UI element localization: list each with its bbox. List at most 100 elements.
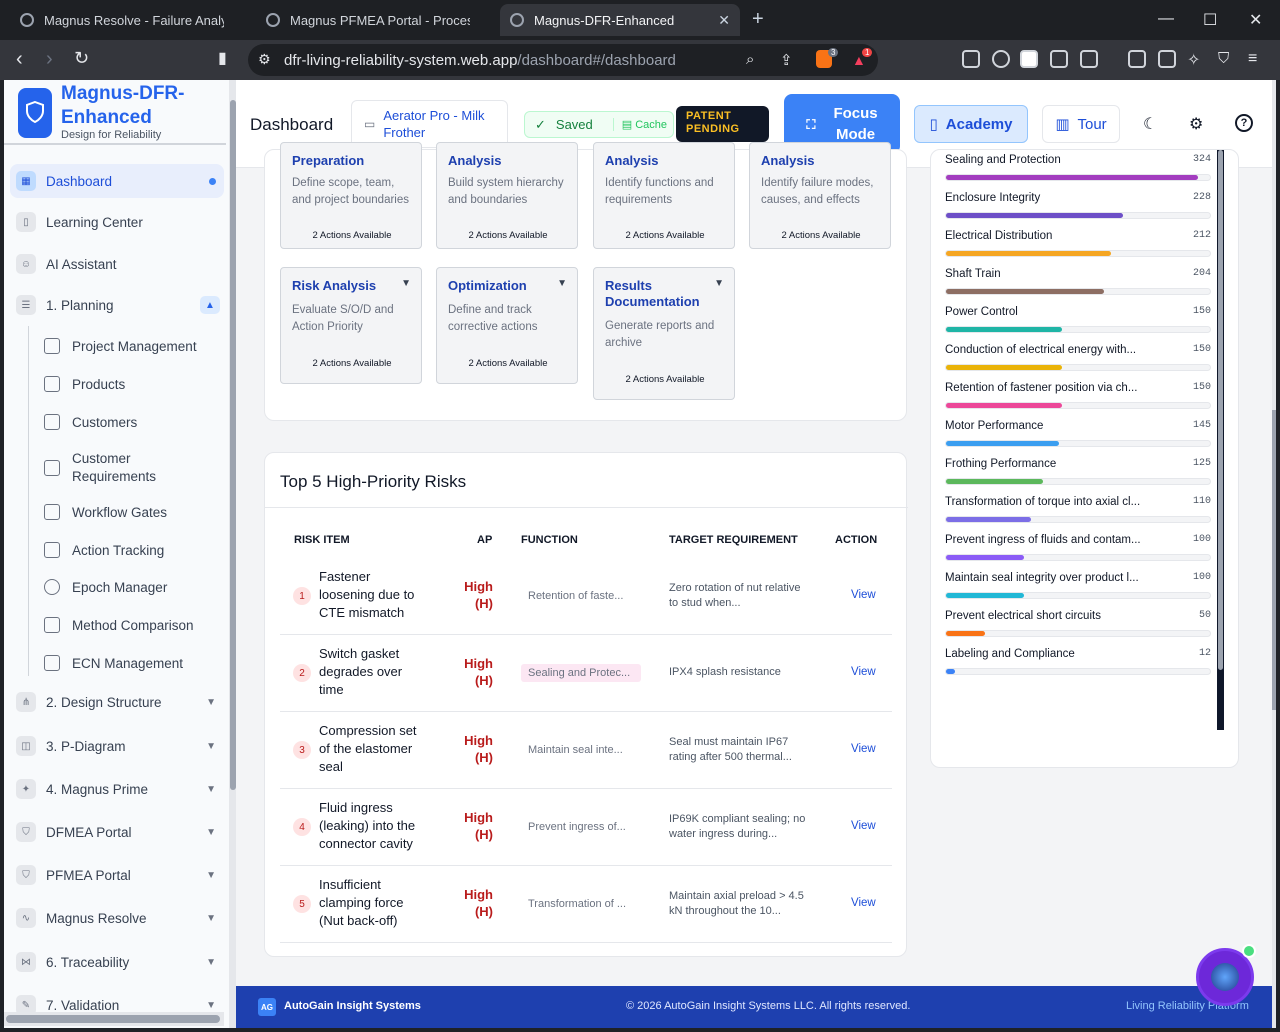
maximize-button[interactable]: ☐ [1203,12,1218,29]
nav-learning-center[interactable]: ▯ Learning Center [10,205,224,239]
chevron-down-icon[interactable]: ▼ [206,869,216,881]
nav-workflow-gates[interactable]: Workflow Gates [44,504,224,520]
risk-row[interactable]: 3 Compression set of the elastomer seal … [280,712,892,789]
chevron-down-icon[interactable]: ▼ [401,278,411,289]
browser-tab-3[interactable]: Magnus-DFR-Enhanced ✕ [500,4,740,36]
forward-button[interactable]: › [46,48,53,70]
function-bar-row[interactable]: Labeling and Compliance 12 [945,648,1211,675]
sidebar-icon[interactable] [1128,50,1146,68]
chart-scrollbar[interactable] [1217,150,1224,730]
nav-dfmea-portal[interactable]: ⛉ DFMEA Portal ▼ [10,815,224,849]
view-link[interactable]: View [851,589,876,601]
phase-card-results-documentation[interactable]: Results Documentation ▼ Generate reports… [593,267,735,400]
nav-ai-assistant[interactable]: ☺ AI Assistant [10,247,224,281]
nav-products[interactable]: Products [44,376,224,392]
wallet-icon[interactable] [1158,50,1176,68]
function-bar-row[interactable]: Motor Performance 145 [945,420,1211,447]
nav-action-tracking[interactable]: Action Tracking [44,542,224,558]
nav-ecn-management[interactable]: ECN Management [44,655,224,671]
nav-design-structure[interactable]: ⋔ 2. Design Structure ▼ [10,685,224,719]
function-bar-row[interactable]: Prevent electrical short circuits 50 [945,610,1211,637]
site-info-icon[interactable]: ⚙ [258,51,271,67]
minimize-button[interactable]: — [1158,10,1174,27]
phase-card-optimization[interactable]: Optimization ▼ Define and track correcti… [436,267,578,384]
chevron-down-icon[interactable]: ▼ [206,826,216,838]
risk-row[interactable]: 2 Switch gasket degrades over time High … [280,635,892,712]
nav-p-diagram[interactable]: ◫ 3. P-Diagram ▼ [10,729,224,763]
nav-planning[interactable]: ☰ 1. Planning ▲ [10,288,224,322]
tour-button[interactable]: ▥ Tour [1042,105,1120,143]
risk-row[interactable]: 4 Fluid ingress (leaking) into the conne… [280,789,892,866]
function-bar-row[interactable]: Frothing Performance 125 [945,458,1211,485]
vpn-icon[interactable]: ⛉ [1218,50,1230,67]
function-bar-row[interactable]: Conduction of electrical energy with... 1… [945,344,1211,371]
puzzle-icon[interactable] [1050,50,1068,68]
function-bar-row[interactable]: Sealing and Protection 324 [945,154,1211,181]
ai-chat-bot-button[interactable] [1196,948,1254,1006]
phase-card-structure-analysis[interactable]: Analysis Build system hierarchy and boun… [436,142,578,249]
nav-magnus-resolve[interactable]: ∿ Magnus Resolve ▼ [10,901,224,935]
chevron-down-icon[interactable]: ▼ [557,278,567,289]
extension-icon[interactable] [1020,50,1038,68]
back-button[interactable]: ‹ [16,48,23,70]
risk-row[interactable]: 1 Fastener loosening due to CTE mismatch… [280,558,892,635]
reader-icon[interactable] [1080,50,1098,68]
academy-button[interactable]: ▯ Academy [914,105,1028,143]
dark-mode-icon[interactable]: ☾ [1143,116,1158,133]
risk-row[interactable]: 5 Insufficient clamping force (Nut back-… [280,866,892,943]
nav-dashboard[interactable]: ▦ Dashboard [10,164,224,198]
close-window-button[interactable]: ✕ [1249,12,1263,29]
view-link[interactable]: View [851,820,876,832]
main-scrollbar[interactable] [1272,80,1276,1028]
notion-icon[interactable] [962,50,980,68]
project-selector[interactable]: ▭ Aerator Pro - Milk Frother [351,100,508,148]
zoom-icon[interactable]: ⌕ [746,51,755,68]
nav-customer-requirements[interactable]: Customer Requirements [44,450,224,486]
view-link[interactable]: View [851,897,876,909]
close-tab-icon[interactable]: ✕ [718,11,730,28]
gear-icon[interactable]: ⚙ [1189,116,1204,133]
view-link[interactable]: View [851,666,876,678]
function-bar-row[interactable]: Prevent ingress of fluids and contam... 1… [945,534,1211,561]
chevron-down-icon[interactable]: ▼ [206,783,216,795]
chevron-down-icon[interactable]: ▼ [206,912,216,924]
function-bar-row[interactable]: Maintain seal integrity over product l..… [945,572,1211,599]
nav-epoch-manager[interactable]: Epoch Manager [44,579,224,595]
chevron-down-icon[interactable]: ▼ [206,740,216,752]
chat-icon[interactable] [992,50,1010,68]
function-bar-row[interactable]: Shaft Train 204 [945,268,1211,295]
reload-button[interactable]: ↻ [74,48,90,68]
nav-pfmea-portal[interactable]: ⛉ PFMEA Portal ▼ [10,858,224,892]
sidebar-horizontal-scrollbar[interactable] [4,1012,224,1026]
nav-project-management[interactable]: Project Management [44,338,224,354]
chevron-up-icon[interactable]: ▲ [200,296,220,314]
chevron-down-icon[interactable]: ▼ [714,278,724,289]
phase-card-function-analysis[interactable]: Analysis Identify functions and requirem… [593,142,735,249]
function-bar-row[interactable]: Power Control 150 [945,306,1211,333]
help-icon[interactable]: ? [1235,114,1253,132]
address-bar[interactable]: dfr-living-reliability-system.web.app/da… [248,44,878,76]
menu-icon[interactable]: ≡ [1248,50,1258,67]
nav-method-comparison[interactable]: Method Comparison [44,617,224,633]
phase-card-failure-analysis[interactable]: Analysis Identify failure modes, causes,… [749,142,891,249]
function-bar-row[interactable]: Electrical Distribution 212 [945,230,1211,257]
view-link[interactable]: View [851,743,876,755]
nav-validation[interactable]: ✎ 7. Validation ▼ [10,988,224,1022]
nav-customers[interactable]: Customers [44,414,224,430]
browser-tab-1[interactable]: Magnus Resolve - Failure Analysis [10,4,250,36]
new-tab-button[interactable]: + [752,8,764,30]
chevron-down-icon[interactable]: ▼ [206,696,216,708]
function-bar-row[interactable]: Enclosure Integrity 228 [945,192,1211,219]
sidebar-scrollbar[interactable] [230,80,236,1028]
ai-icon[interactable]: ✧ [1187,52,1201,69]
function-bar-row[interactable]: Retention of fastener position via ch...… [945,382,1211,409]
nav-magnus-prime[interactable]: ✦ 4. Magnus Prime ▼ [10,772,224,806]
phase-card-risk-analysis[interactable]: Risk Analysis ▼ Evaluate S/O/D and Actio… [280,267,422,384]
function-bar-row[interactable]: Transformation of torque into axial cl..… [945,496,1211,523]
nav-traceability[interactable]: ⋈ 6. Traceability ▼ [10,945,224,979]
share-icon[interactable]: ⇪ [780,52,793,69]
browser-tab-2[interactable]: Magnus PFMEA Portal - Process Failu [256,4,496,36]
phase-card-preparation[interactable]: Preparation Define scope, team, and proj… [280,142,422,249]
chevron-down-icon[interactable]: ▼ [206,956,216,968]
bookmark-icon[interactable]: ▮ [218,50,227,67]
